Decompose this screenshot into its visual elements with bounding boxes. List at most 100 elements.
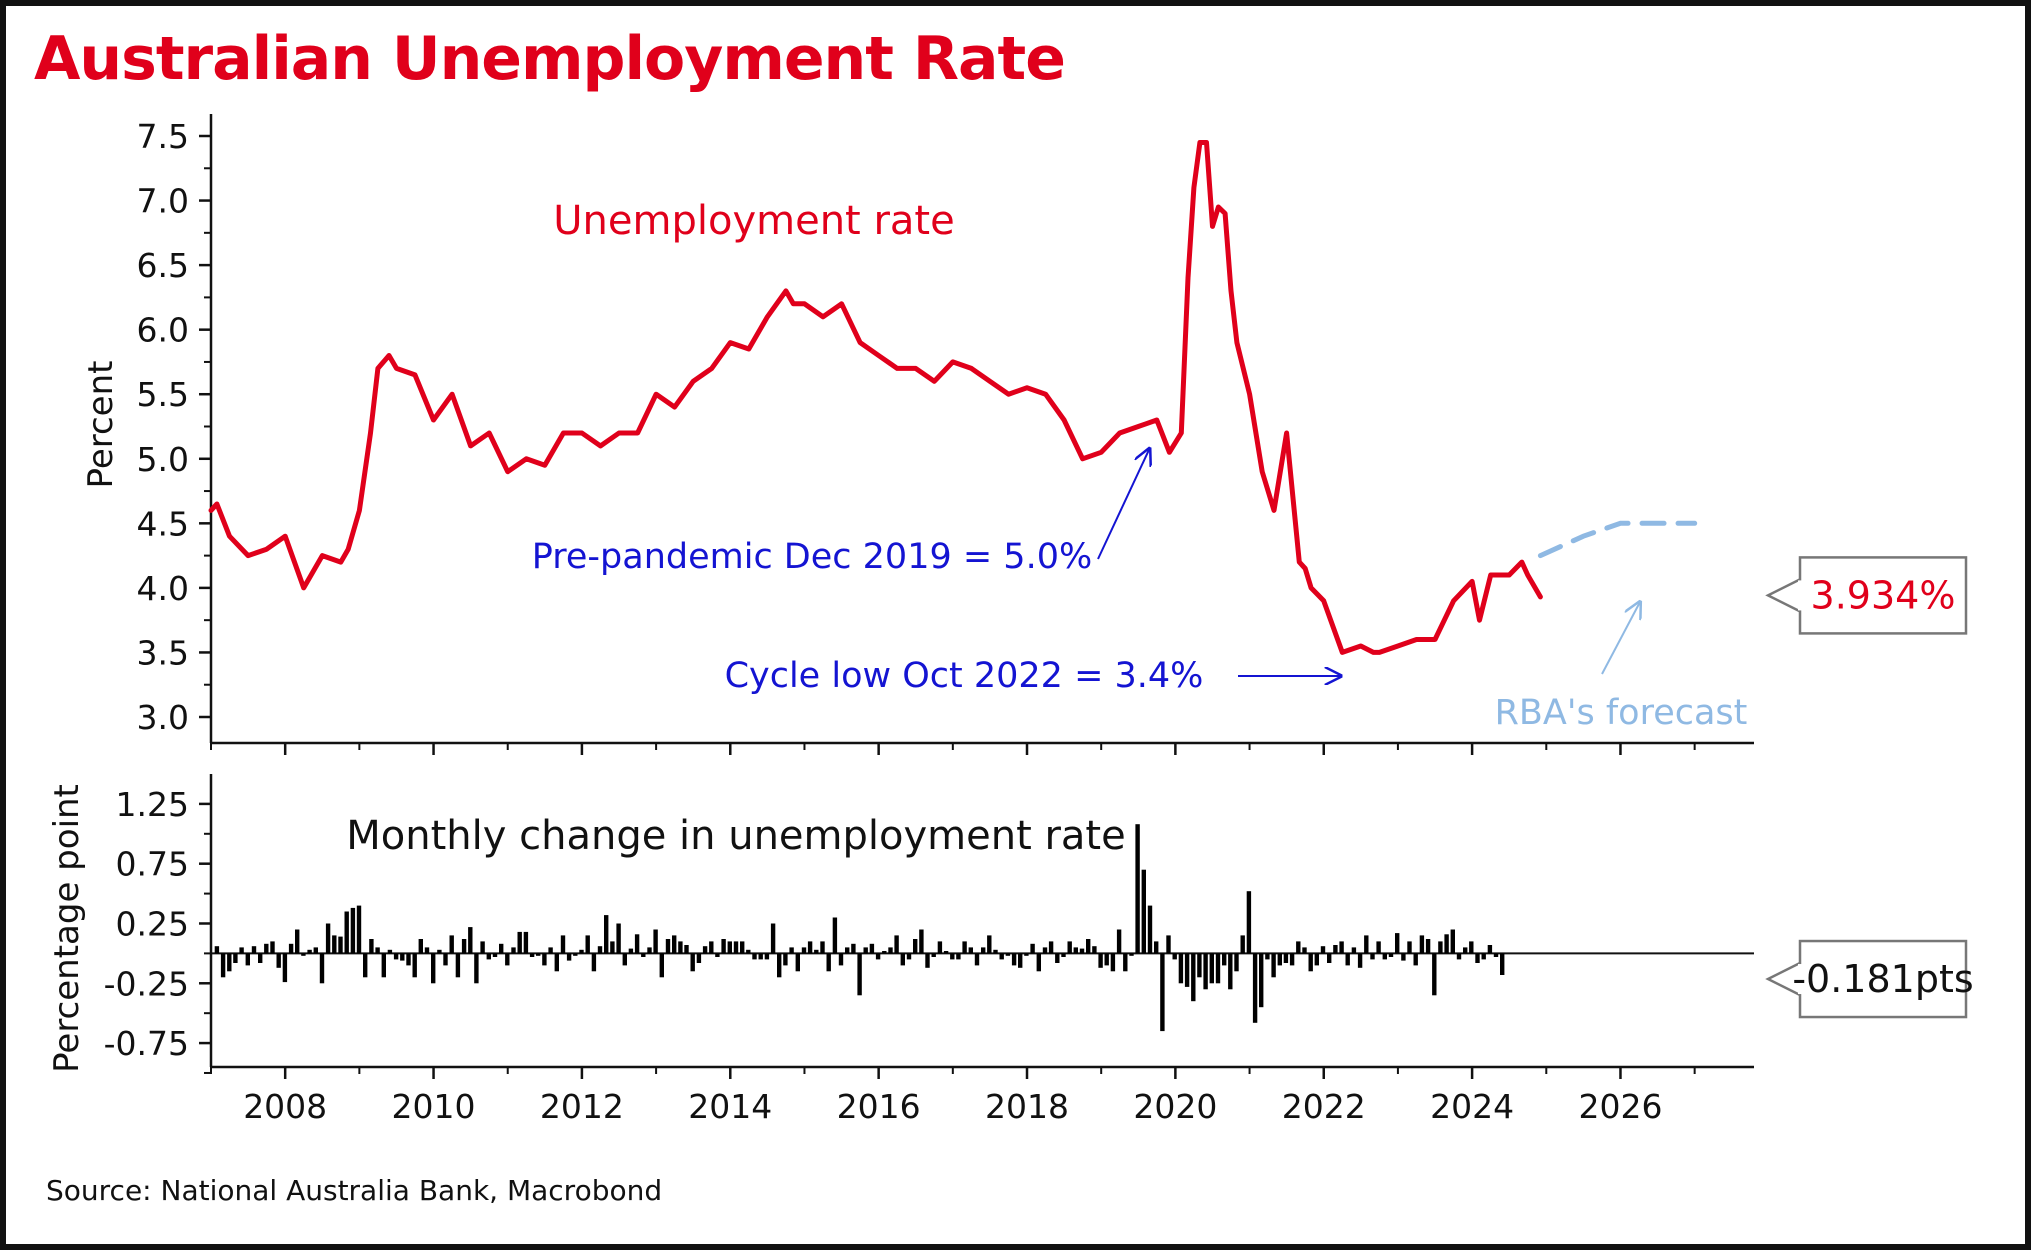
monthly-change-bar	[1444, 934, 1449, 954]
monthly-change-bar	[239, 947, 244, 954]
monthly-change-bar	[956, 953, 961, 960]
x-tick-label: 2012	[540, 1087, 624, 1126]
monthly-change-bar	[560, 935, 566, 954]
monthly-change-bar	[1215, 953, 1221, 984]
monthly-change-bar	[1116, 929, 1122, 954]
monthly-change-bar	[863, 947, 868, 954]
monthly-change-bar	[1123, 953, 1128, 972]
monthly-change-bar	[1432, 953, 1437, 996]
monthly-change-bar	[838, 953, 844, 966]
monthly-change-bar	[1413, 953, 1418, 966]
monthly-change-bar	[721, 939, 726, 954]
bottom-y-axis-label: Percentage point	[47, 784, 87, 1073]
monthly-change-bar	[1067, 941, 1072, 954]
monthly-change-bar	[387, 949, 393, 954]
monthly-change-bar	[931, 953, 936, 957]
annotation-rba-forecast-arrow	[1601, 602, 1640, 675]
monthly-change-bar	[1438, 941, 1443, 954]
monthly-change-bar	[993, 949, 998, 954]
monthly-change-bar	[1370, 953, 1375, 960]
monthly-change-bar	[1252, 953, 1258, 1023]
monthly-change-bar	[974, 953, 980, 966]
monthly-change-bar	[690, 953, 695, 972]
monthly-change-bar	[1407, 941, 1412, 954]
monthly-change-bar	[925, 953, 930, 968]
top-last-value-gap	[1798, 580, 1803, 611]
monthly-change-bar	[740, 941, 745, 954]
monthly-change-bar	[418, 939, 423, 954]
monthly-change-bar	[437, 949, 442, 954]
monthly-change-bar	[727, 941, 732, 954]
monthly-change-bar	[393, 953, 399, 960]
monthly-change-bar	[1296, 941, 1301, 954]
monthly-change-bar	[523, 931, 529, 954]
monthly-change-bar	[801, 947, 807, 954]
monthly-change-bar	[764, 953, 770, 960]
x-tick-label: 2014	[688, 1087, 772, 1126]
monthly-change-bar	[807, 941, 813, 954]
monthly-change-bar	[783, 953, 788, 966]
top-y-tick-label: 7.0	[137, 182, 189, 221]
monthly-change-bar	[826, 953, 831, 972]
bottom-last-value-box	[1798, 939, 1968, 1019]
monthly-change-bar	[276, 953, 281, 968]
monthly-change-bar	[715, 953, 720, 957]
monthly-change-bar	[1388, 953, 1394, 957]
monthly-change-bar	[245, 953, 250, 966]
monthly-change-bar	[1191, 953, 1196, 1002]
top-y-tick-label: 4.0	[137, 569, 189, 608]
monthly-change-bar	[1209, 953, 1214, 984]
bottom-y-tick-label: 0.25	[116, 904, 189, 943]
monthly-change-bar	[1475, 953, 1480, 963]
monthly-change-bar	[1259, 953, 1264, 1008]
monthly-change-bar	[770, 923, 776, 954]
monthly-change-bar	[1222, 953, 1227, 966]
monthly-change-bar	[455, 953, 461, 978]
monthly-change-bar	[301, 953, 306, 956]
monthly-change-bar	[214, 946, 220, 954]
monthly-change-bar	[233, 953, 238, 963]
x-tick-label: 2010	[392, 1087, 476, 1126]
top-y-tick-label: 5.0	[137, 440, 189, 479]
monthly-change-bar	[431, 953, 436, 984]
monthly-change-bar	[1098, 953, 1103, 968]
top-last-value-label: 3.934%	[1811, 573, 1956, 617]
monthly-change-bar	[1129, 953, 1134, 956]
monthly-change-bar	[1048, 941, 1054, 954]
monthly-change-bar	[900, 953, 905, 966]
monthly-change-bar	[1382, 953, 1387, 960]
monthly-change-bar	[1339, 941, 1344, 954]
monthly-change-bar	[1036, 953, 1041, 972]
monthly-change-bar	[597, 946, 603, 954]
monthly-change-bar	[1172, 953, 1177, 960]
monthly-change-bar	[474, 953, 479, 984]
annotation-pre-pandemic-arrow	[1097, 449, 1149, 560]
monthly-change-bar	[1327, 953, 1332, 963]
monthly-change-bar	[832, 917, 838, 954]
monthly-change-bar	[1469, 941, 1474, 954]
monthly-change-bar	[1203, 953, 1208, 990]
monthly-change-bar	[752, 953, 757, 960]
monthly-change-bar	[1493, 953, 1499, 957]
chart-canvas: 7.5 7.0 6.5 6.0 5.5 5.0 4.5 4.0 3.5 3.0 Percent Une…	[47, 114, 1974, 1126]
monthly-change-bar	[814, 949, 819, 954]
monthly-change-bar	[968, 947, 973, 954]
monthly-change-bar	[1104, 953, 1109, 966]
unemployment-rate-line	[208, 140, 1543, 655]
monthly-change-bar	[332, 935, 337, 954]
top-y-tick-label: 6.0	[137, 311, 189, 350]
monthly-change-bar	[1425, 939, 1431, 954]
monthly-change-bar	[282, 953, 288, 983]
monthly-change-bar	[406, 953, 411, 966]
monthly-change-bar	[913, 939, 918, 954]
monthly-change-bar	[789, 947, 794, 954]
top-last-value-box	[1798, 556, 1968, 635]
bottom-last-value-label: -0.181pts	[1792, 957, 1973, 1001]
monthly-change-bar	[566, 953, 572, 961]
monthly-change-bar	[684, 945, 689, 954]
top-y-tick-label: 4.5	[137, 504, 189, 543]
monthly-change-bar	[486, 953, 491, 960]
monthly-change-bar	[573, 953, 578, 956]
monthly-change-bar	[1110, 953, 1116, 972]
